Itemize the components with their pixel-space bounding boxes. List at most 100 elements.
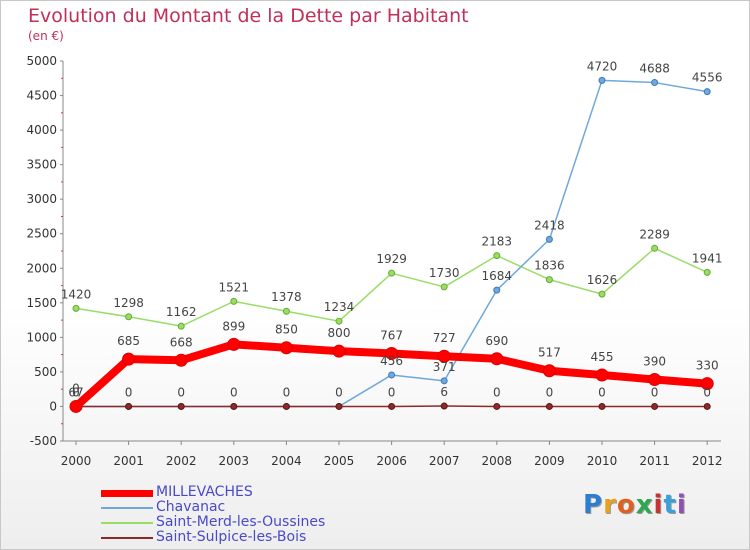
- data-point-chavanac: [388, 371, 396, 379]
- x-tick-label: 2000: [61, 454, 92, 468]
- data-label-chavanac: 4688: [639, 62, 670, 76]
- data-point-millevaches: [490, 352, 504, 366]
- y-tick-label: 5000: [26, 54, 57, 68]
- data-point-millevaches: [542, 364, 556, 378]
- data-point-chavanac: [651, 79, 659, 87]
- data-point-chavanac: [440, 377, 448, 385]
- data-point-saint-sulpice: [177, 402, 185, 410]
- data-label-saint-merd: 2289: [639, 227, 670, 241]
- data-point-saint-sulpice: [282, 402, 290, 410]
- x-tick-label: 2007: [429, 454, 460, 468]
- data-label-saint-sulpice: 0: [703, 385, 711, 399]
- data-label-millevaches: 690: [485, 334, 508, 348]
- x-tick-label: 2012: [692, 454, 723, 468]
- data-point-saint-merd: [545, 276, 553, 284]
- data-point-saint-merd: [72, 304, 80, 312]
- data-point-saint-sulpice: [545, 402, 553, 410]
- x-tick-label: 2005: [324, 454, 355, 468]
- data-label-chavanac: 2418: [534, 218, 565, 232]
- y-tick-label: 3500: [26, 158, 57, 172]
- data-label-saint-merd: 1162: [166, 305, 197, 319]
- data-label-millevaches: 800: [328, 326, 351, 340]
- data-label-saint-merd: 1836: [534, 259, 565, 273]
- data-point-saint-merd: [282, 307, 290, 315]
- data-point-saint-merd: [125, 313, 133, 321]
- data-point-millevaches: [69, 399, 83, 413]
- data-point-saint-merd: [388, 269, 396, 277]
- legend-swatch: [101, 507, 153, 509]
- data-label-saint-sulpice: 67: [68, 385, 83, 399]
- data-point-millevaches: [332, 344, 346, 358]
- x-tick-label: 2004: [271, 454, 302, 468]
- x-tick-label: 2011: [639, 454, 670, 468]
- data-point-chavanac: [545, 235, 553, 243]
- data-label-millevaches: 899: [222, 319, 245, 333]
- data-point-saint-sulpice: [125, 402, 133, 410]
- data-label-saint-merd: 2183: [482, 235, 513, 249]
- data-point-saint-sulpice: [335, 402, 343, 410]
- data-label-saint-sulpice: 0: [125, 385, 133, 399]
- data-point-saint-merd: [651, 244, 659, 252]
- x-tick-label: 2009: [534, 454, 565, 468]
- data-label-millevaches: 330: [696, 359, 719, 373]
- data-label-saint-merd: 1234: [324, 300, 355, 314]
- data-point-saint-sulpice: [598, 402, 606, 410]
- data-point-chavanac: [493, 286, 501, 294]
- legend-label: Saint-Merd-les-Oussines: [156, 514, 326, 530]
- y-tick-label: 3000: [26, 192, 57, 206]
- data-label-saint-merd: 1626: [587, 273, 618, 287]
- data-label-saint-sulpice: 0: [388, 385, 396, 399]
- data-point-saint-merd: [177, 322, 185, 330]
- y-tick-label: 4000: [26, 123, 57, 137]
- data-point-saint-merd: [335, 317, 343, 325]
- data-point-millevaches: [174, 353, 188, 367]
- x-tick-label: 2010: [587, 454, 618, 468]
- data-point-saint-sulpice: [651, 402, 659, 410]
- chart-title: Evolution du Montant de la Dette par Hab…: [28, 5, 469, 27]
- data-label-saint-merd: 1298: [113, 296, 144, 310]
- data-point-saint-sulpice: [388, 402, 396, 410]
- chart-subtitle: (en €): [28, 29, 64, 43]
- proxiti-logo: Proxiti: [583, 490, 687, 520]
- data-label-saint-sulpice: 0: [335, 385, 343, 399]
- y-tick-label: 1000: [26, 330, 57, 344]
- data-label-saint-merd: 1941: [692, 251, 723, 265]
- data-label-chavanac: 0: [72, 385, 80, 399]
- y-tick-label: 0: [49, 399, 57, 413]
- data-point-saint-sulpice: [703, 402, 711, 410]
- data-label-millevaches: 0: [72, 381, 80, 395]
- y-tick-label: 500: [34, 365, 57, 379]
- data-point-millevaches: [437, 349, 451, 363]
- data-point-millevaches: [279, 341, 293, 355]
- x-tick-label: 2002: [166, 454, 197, 468]
- data-label-saint-sulpice: 0: [493, 385, 501, 399]
- data-label-millevaches: 455: [591, 350, 614, 364]
- x-tick-label: 2008: [482, 454, 513, 468]
- y-tick-label: 4500: [26, 89, 57, 103]
- data-point-saint-sulpice: [440, 402, 448, 410]
- x-tick-label: 2003: [219, 454, 250, 468]
- data-label-saint-sulpice: 0: [230, 385, 238, 399]
- data-point-millevaches: [648, 373, 662, 387]
- data-point-millevaches: [122, 352, 136, 366]
- data-label-millevaches: 668: [170, 335, 193, 349]
- data-label-millevaches: 850: [275, 323, 298, 337]
- data-point-saint-merd: [703, 268, 711, 276]
- data-label-chavanac: 456: [380, 354, 403, 368]
- data-label-chavanac: 1684: [482, 269, 513, 283]
- data-point-saint-merd: [230, 297, 238, 305]
- data-label-millevaches: 390: [643, 355, 666, 369]
- data-point-saint-sulpice: [493, 402, 501, 410]
- y-tick-label: 1500: [26, 296, 57, 310]
- data-label-saint-merd: 1420: [61, 287, 92, 301]
- x-tick-label: 2001: [113, 454, 144, 468]
- data-label-saint-sulpice: 6: [440, 385, 448, 399]
- data-label-saint-merd: 1521: [219, 280, 250, 294]
- data-point-chavanac: [703, 88, 711, 96]
- x-tick-label: 2006: [376, 454, 407, 468]
- data-label-millevaches: 685: [117, 334, 140, 348]
- data-label-millevaches: 767: [380, 328, 403, 342]
- data-label-saint-sulpice: 0: [546, 385, 554, 399]
